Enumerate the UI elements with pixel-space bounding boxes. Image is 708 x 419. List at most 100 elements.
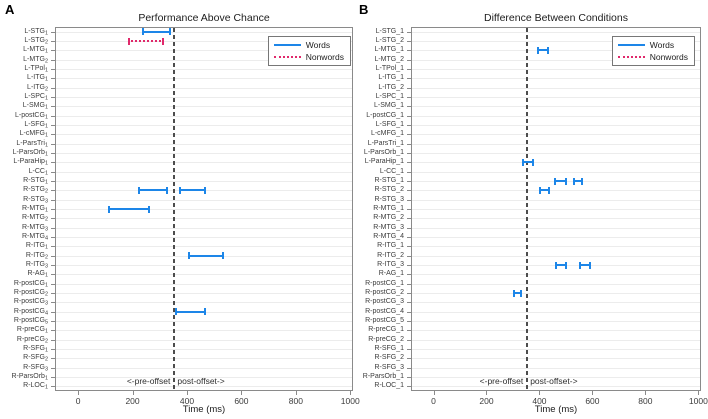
y-axis-region-label: R-SFG1 (23, 345, 48, 354)
gridline (56, 143, 352, 145)
gridline (412, 274, 700, 276)
gridline (412, 246, 700, 248)
bar-right-cap (532, 158, 535, 166)
y-tick (407, 349, 411, 350)
bar-left-cap (108, 205, 111, 213)
y-tick (51, 190, 55, 192)
gridline (412, 321, 700, 322)
gridline (56, 125, 352, 126)
gridline (412, 115, 700, 117)
bar-right-cap (589, 261, 592, 269)
y-axis-region-label: R-LOC_1 (374, 382, 404, 390)
y-axis-region-label: L-ITG2 (27, 83, 48, 93)
gridline (56, 349, 352, 350)
x-tick (645, 391, 647, 395)
post-offset-annotation: post-offset-> (177, 376, 225, 386)
bar-line (572, 180, 584, 182)
gridline (412, 218, 700, 220)
bar-line (555, 264, 568, 266)
gridline (56, 97, 352, 98)
y-axis-region-label: R-postCG_1 (365, 279, 404, 287)
y-tick (51, 386, 55, 388)
y-axis-region-label: R-STG2 (23, 186, 48, 195)
gridline (56, 209, 352, 210)
x-tick-label: 200 (125, 396, 140, 406)
gridline (56, 153, 352, 154)
gridline (56, 218, 352, 220)
y-axis-region-label: R-MTG2 (21, 214, 48, 223)
gridline (56, 302, 352, 304)
gridline (56, 283, 352, 285)
panel-a-title: Performance Above Chance (138, 12, 270, 24)
significance-bar-words (554, 177, 568, 185)
gridline (56, 227, 352, 229)
y-axis-region-label: L-ParsOrb1 (12, 149, 48, 158)
y-tick (51, 59, 55, 61)
y-axis-region-label: R-postCG3 (13, 298, 48, 307)
y-axis-region-label: L-STG2 (24, 37, 48, 46)
y-tick (51, 255, 55, 257)
y-axis-region-label: R-postCG5 (13, 317, 48, 326)
y-axis-region-label: R-ITG_2 (377, 251, 404, 259)
y-axis-region-label: R-LOC1 (23, 382, 48, 391)
bar-right-cap (565, 177, 568, 185)
gridline (412, 125, 700, 126)
gridline (412, 377, 700, 378)
y-axis-region-label: L-CC_1 (379, 167, 404, 175)
y-tick (407, 171, 411, 173)
legend-nonwords-label: Nonwords (305, 52, 344, 62)
bar-left-cap (539, 186, 542, 194)
y-axis-region-label: R-ITG3 (25, 261, 48, 270)
x-tick-label: 200 (479, 396, 494, 406)
bar-left-cap (128, 37, 131, 45)
y-tick (51, 237, 55, 238)
gridline (412, 386, 700, 388)
panel-a-legend: Words Nonwords (267, 36, 351, 66)
y-axis-region-label: R-SFG_3 (374, 363, 404, 371)
x-tick (295, 391, 297, 395)
y-axis-region-label: L-ParsOrb_1 (363, 149, 404, 156)
y-tick (51, 377, 55, 378)
y-tick (407, 199, 411, 201)
gridline (56, 339, 352, 341)
y-axis-region-label: R-AG1 (27, 270, 48, 279)
y-axis-region-label: R-ITG_1 (377, 242, 404, 250)
y-axis-region-label: L-MTG_2 (374, 55, 404, 63)
bar-left-cap (174, 308, 177, 316)
y-tick (51, 106, 55, 108)
nonwords-line-swatch (273, 56, 301, 58)
x-tick (433, 391, 435, 395)
legend-entry-words: Words (617, 40, 688, 50)
gridline (412, 87, 700, 89)
y-tick (407, 358, 411, 360)
y-axis-region-label: R-MTG_1 (373, 205, 404, 212)
gridline (56, 162, 352, 164)
y-axis-region-label: L-MTG2 (23, 55, 48, 65)
y-tick (407, 115, 411, 117)
y-tick (407, 78, 411, 80)
y-tick (407, 153, 411, 154)
gridline (412, 97, 700, 98)
gridline (56, 293, 352, 294)
panel-a-letter: A (5, 2, 15, 17)
panel-b: B Difference Between Conditions Words No… (354, 0, 708, 419)
y-tick (407, 367, 411, 369)
bar-right-cap (548, 186, 551, 194)
bar-right-cap (204, 308, 207, 316)
y-axis-region-label: L-STG_2 (375, 37, 404, 44)
y-axis-region-label: R-postCG4 (13, 307, 48, 317)
gridline (56, 115, 352, 117)
y-tick (51, 162, 55, 164)
y-tick (407, 143, 411, 145)
x-tick-label: 0 (431, 396, 436, 406)
y-tick (407, 293, 411, 294)
y-axis-region-label: R-SFG_2 (374, 354, 404, 362)
y-axis-region-label: R-MTG_4 (373, 233, 404, 240)
y-axis-region-label: L-ITG1 (27, 74, 48, 83)
x-tick (78, 391, 80, 395)
y-axis-region-label: L-SFG1 (24, 121, 48, 130)
x-tick (539, 391, 541, 395)
y-axis-region-label: R-postCG2 (13, 289, 48, 298)
significance-bar-nonwords (128, 37, 164, 45)
bar-left-cap (178, 186, 181, 194)
